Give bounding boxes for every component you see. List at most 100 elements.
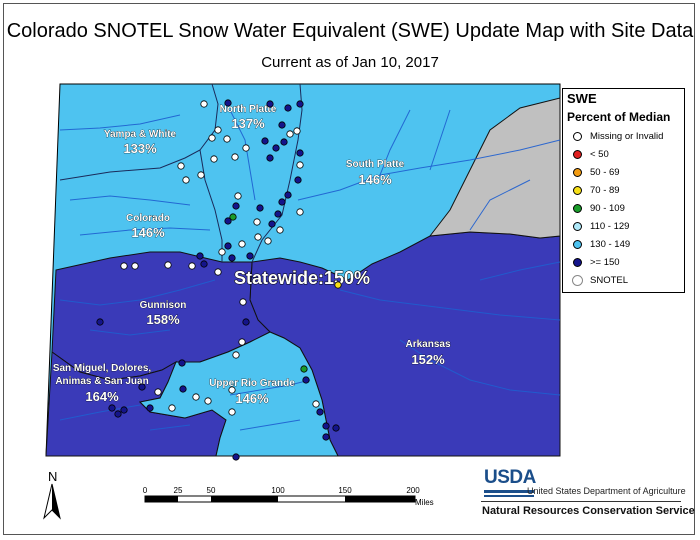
legend-label: SNOTEL (590, 274, 629, 286)
site-dot (210, 155, 218, 163)
site-dot (228, 254, 236, 262)
label-north-platte-pct: 137% (231, 116, 265, 131)
site-dot (154, 388, 162, 396)
label-arkansas-name: Arkansas (405, 339, 450, 350)
site-dot (296, 149, 304, 157)
site-dot (228, 408, 236, 416)
site-dot (242, 144, 250, 152)
site-dot (296, 100, 304, 108)
site-dot (120, 406, 128, 414)
rivers (59, 109, 561, 431)
label-statewide: Statewide:150% (234, 268, 370, 288)
legend-item: SNOTEL (572, 273, 629, 287)
legend-dot (573, 185, 582, 195)
legend-snotel-symbol (572, 274, 583, 286)
site-dot (242, 318, 250, 326)
site-dot (168, 404, 176, 412)
site-dot (278, 121, 286, 129)
label-rio-grande-pct: 146% (235, 391, 269, 406)
site-dot (96, 318, 104, 326)
legend-label: < 50 (590, 148, 609, 160)
label-rio-grande-name: Upper Rio Grande (209, 378, 295, 389)
site-dot (266, 154, 274, 162)
legend-label: Missing or Invalid (590, 130, 664, 142)
label-yampa-name: Yampa & White (104, 129, 177, 140)
legend-label: >= 150 (590, 256, 620, 268)
map-subtitle: Current as of Jan 10, 2017 (261, 54, 439, 71)
label-san-miguel-line1: San Miguel, Dolores, (53, 363, 152, 374)
site-dot (272, 144, 280, 152)
site-dot (179, 385, 187, 393)
scale-tick-0: 0 (143, 486, 148, 495)
legend-subtitle: Percent of Median (567, 110, 671, 124)
site-dot (238, 240, 246, 248)
legend-label: 90 - 109 (590, 202, 625, 214)
site-dot (293, 127, 301, 135)
site-dot (234, 192, 242, 200)
legend-dot (573, 239, 582, 249)
site-dot (138, 383, 146, 391)
site-dot (294, 176, 302, 184)
footer-divider (481, 501, 681, 502)
site-dot (108, 404, 116, 412)
scale-tick-25: 25 (174, 486, 183, 495)
legend-dot (573, 221, 582, 231)
legend-item: 110 - 129 (573, 219, 629, 233)
site-dot (164, 261, 172, 269)
site-dot (296, 161, 304, 169)
site-dot (278, 198, 286, 206)
scale-tick-100: 100 (271, 486, 285, 495)
site-dot (322, 422, 330, 430)
site-dot (261, 137, 269, 145)
site-dot (239, 298, 247, 306)
map-frame (3, 3, 695, 535)
label-yampa-pct: 133% (123, 141, 157, 156)
site-dot (264, 237, 272, 245)
site-dot (238, 338, 246, 346)
site-dot (196, 252, 204, 260)
scale-tick-150: 150 (338, 486, 352, 495)
site-dot (316, 408, 324, 416)
basin-borders (59, 83, 303, 263)
usda-logo: USDA (484, 467, 536, 497)
site-dot (223, 135, 231, 143)
legend-dot (573, 131, 582, 141)
site-dot (302, 376, 310, 384)
legend-label: 130 - 149 (590, 238, 631, 250)
site-dot (214, 126, 222, 134)
site-dot (274, 210, 282, 218)
site-dot (300, 365, 308, 373)
site-dot (232, 202, 240, 210)
site-dot (131, 262, 139, 270)
site-dot (229, 213, 237, 221)
label-north-platte-name: North Platte (220, 104, 277, 115)
site-dot (188, 262, 196, 270)
legend-label: 70 - 89 (590, 184, 620, 196)
site-dot (192, 393, 200, 401)
usda-agency-name: United States Department of Agriculture (527, 486, 686, 496)
nodata-area (428, 97, 561, 239)
site-dot (228, 386, 236, 394)
legend-dot (573, 257, 582, 267)
site-dot (204, 397, 212, 405)
site-dot (224, 217, 232, 225)
north-label: N (48, 469, 57, 484)
legend-item: 90 - 109 (573, 201, 625, 215)
site-dot (114, 410, 122, 418)
site-dot (284, 191, 292, 199)
site-dot (256, 204, 264, 212)
label-colorado-pct: 146% (131, 225, 165, 240)
site-dot (254, 233, 262, 241)
site-dot (224, 99, 232, 107)
snotel-sites (96, 99, 342, 461)
label-colorado-name: Colorado (126, 213, 170, 224)
site-dot (280, 138, 288, 146)
site-dot (312, 400, 320, 408)
site-dot (232, 351, 240, 359)
legend-item: >= 150 (573, 255, 620, 269)
site-dot (232, 453, 240, 461)
label-san-miguel-pct: 164% (85, 389, 119, 404)
legend-dot (573, 203, 582, 213)
map-title: Colorado SNOTEL Snow Water Equivalent (S… (6, 20, 694, 42)
